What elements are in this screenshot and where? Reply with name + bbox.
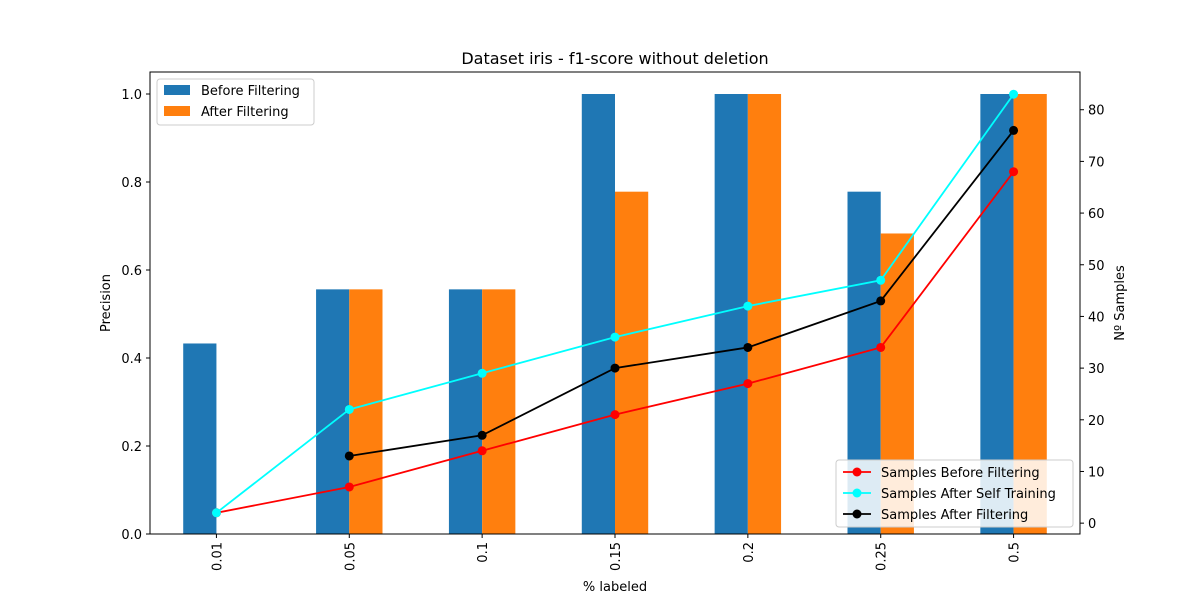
bar-before-4 <box>714 94 748 534</box>
point-samples-before-1 <box>344 482 354 492</box>
point-samples-after-2 <box>477 430 487 440</box>
x-tick-label: 0.1 <box>476 542 491 563</box>
y-right-tick-label: 80 <box>1088 104 1105 119</box>
y-right-tick-label: 20 <box>1088 414 1105 429</box>
legend-bar-swatch-0 <box>164 85 190 95</box>
chart-title: Dataset iris - f1-score without deletion <box>461 49 768 68</box>
legend-line-marker-0 <box>852 467 862 477</box>
y-left-tick-label: 0.8 <box>121 176 142 191</box>
y-left-tick-label: 1.0 <box>121 88 142 103</box>
point-samples-after-4 <box>743 342 753 352</box>
point-samples-before-3 <box>610 410 620 420</box>
legend-bars-box <box>156 78 315 126</box>
x-tick-label: 0.01 <box>210 542 225 571</box>
y-left-tick-label: 0.2 <box>121 440 142 455</box>
point-samples-after-3 <box>610 363 620 373</box>
y-right-tick-label: 50 <box>1088 259 1105 274</box>
legend-line-label-2: Samples After Filtering <box>881 508 1028 523</box>
point-samples-after-1 <box>344 451 354 461</box>
y-axis-left-label: Precision <box>99 274 114 332</box>
x-tick-label: 0.2 <box>742 542 757 563</box>
x-tick-label: 0.5 <box>1008 542 1023 563</box>
y-left-tick-label: 0.6 <box>121 264 142 279</box>
point-samples-after-6 <box>1009 125 1019 135</box>
bar-after-3 <box>615 191 649 534</box>
y-left-tick-label: 0.0 <box>121 528 142 543</box>
bar-after-1 <box>349 289 383 534</box>
point-samples-before-6 <box>1009 167 1019 177</box>
legend-line-label-1: Samples After Self Training <box>881 487 1056 502</box>
point-samples-self-training-1 <box>344 404 354 414</box>
y-right-tick-label: 40 <box>1088 310 1105 325</box>
line-samples-after <box>349 129 1015 457</box>
point-samples-before-5 <box>876 342 886 352</box>
y-right-tick-label: 70 <box>1088 155 1105 170</box>
bar-before-1 <box>316 289 350 534</box>
point-samples-self-training-5 <box>876 275 886 285</box>
legend-bar-swatch-1 <box>164 106 190 116</box>
legend-bar-label-0: Before Filtering <box>201 84 300 99</box>
y-left-tick-label: 0.4 <box>121 352 142 367</box>
legend-line-label-0: Samples Before Filtering <box>881 466 1040 481</box>
y-right-tick-label: 0 <box>1088 517 1096 532</box>
y-axis-right-label: Nº Samples <box>1113 265 1128 341</box>
point-samples-self-training-3 <box>610 332 620 342</box>
point-samples-self-training-6 <box>1009 89 1019 99</box>
bar-before-2 <box>448 289 483 534</box>
y-right-tick-label: 60 <box>1088 207 1105 222</box>
point-samples-self-training-4 <box>743 301 753 311</box>
bar-after-4 <box>747 94 782 534</box>
x-tick-label: 0.05 <box>343 542 358 571</box>
legend-line-marker-2 <box>852 509 862 519</box>
point-samples-self-training-2 <box>477 368 487 378</box>
legend-bar-label-1: After Filtering <box>201 105 289 120</box>
bar-after-2 <box>482 289 516 534</box>
point-samples-self-training-0 <box>211 508 221 518</box>
point-samples-before-4 <box>743 379 753 389</box>
bar-before-0 <box>183 343 217 534</box>
legend-line-marker-1 <box>852 488 862 498</box>
x-axis-label: % labeled <box>583 580 647 595</box>
bar-before-3 <box>581 94 615 534</box>
x-tick-label: 0.15 <box>609 542 624 571</box>
y-right-tick-label: 10 <box>1088 465 1105 480</box>
point-samples-after-5 <box>876 296 886 306</box>
legend-lines-box <box>835 459 1074 528</box>
x-tick-label: 0.25 <box>875 542 890 571</box>
point-samples-before-2 <box>477 446 487 456</box>
y-right-tick-label: 30 <box>1088 362 1105 377</box>
